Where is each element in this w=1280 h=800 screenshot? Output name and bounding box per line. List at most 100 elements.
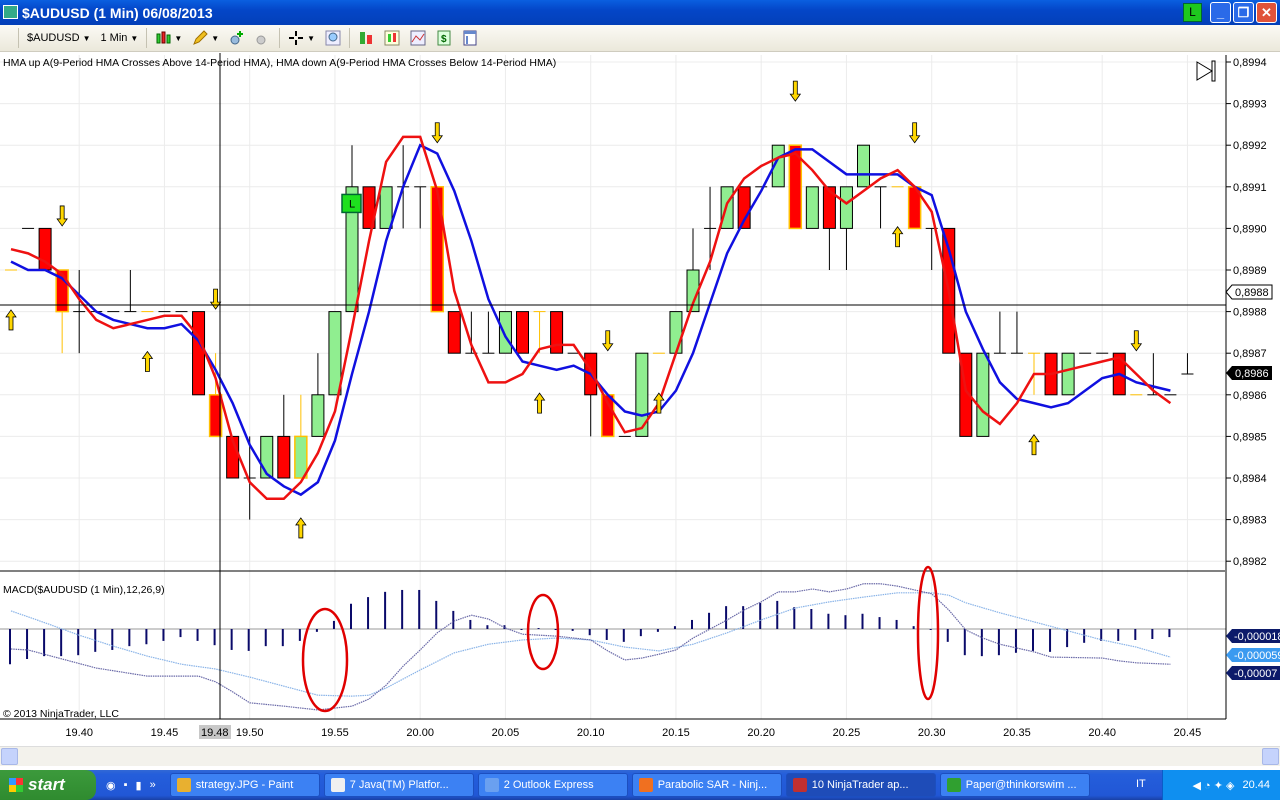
macd-value-box [1226, 648, 1280, 662]
tray-icons[interactable]: ◀ ◔ ✦ ◈ [1192, 779, 1235, 792]
candle-down [550, 311, 564, 354]
candle-up [976, 352, 990, 437]
price-tick-label: 0,8993 [1233, 99, 1267, 111]
crosshair-price-box [1225, 284, 1273, 300]
chevron-down-icon: ▼ [130, 33, 139, 43]
signal-arrows [5, 80, 1143, 539]
time-tick-label: 20.40 [1088, 727, 1116, 739]
scroll-left-button[interactable] [1, 748, 18, 765]
candle-down [788, 144, 803, 230]
crosshair-button[interactable]: ▼ [286, 27, 317, 49]
price-tick-label: 0,8983 [1233, 515, 1267, 527]
magnifier-button[interactable] [323, 27, 343, 49]
system-tray: ◀ ◔ ✦ ◈ 20.44 [1162, 770, 1280, 800]
taskbar-item[interactable]: strategy.JPG - Paint [169, 773, 320, 797]
candle-up [805, 186, 819, 229]
down-arrow-icon [908, 122, 921, 144]
indicators-icon [384, 30, 400, 46]
language-indicator[interactable]: IT [1136, 778, 1146, 790]
indicators-button[interactable] [382, 27, 402, 49]
candle-down [447, 311, 461, 354]
long-entry-marker [341, 193, 362, 214]
candlestick-style-icon [156, 31, 171, 44]
time-tick-label: 20.10 [577, 727, 605, 739]
chevron-down-icon: ▼ [211, 33, 220, 43]
hma-line-9-period [10, 135, 1172, 501]
minimize-icon[interactable]: _ [1210, 2, 1231, 23]
media-icon[interactable]: ▮ [135, 779, 142, 792]
pencil-draw-icon [193, 30, 208, 45]
chart-grid [0, 55, 1225, 719]
entry-marker: L [341, 193, 362, 214]
live-badge[interactable]: L [1183, 3, 1202, 22]
up-arrow-icon [295, 517, 307, 539]
candle-up [294, 435, 308, 479]
zoom-out-button[interactable] [253, 27, 273, 49]
crosshair-price-label: 0,8988 [1235, 287, 1269, 299]
time-tick-label: 20.30 [918, 727, 946, 739]
restore-icon[interactable]: ❐ [1233, 2, 1254, 23]
start-button[interactable]: start [0, 770, 96, 800]
scroll-right-button[interactable] [1262, 748, 1279, 765]
instrument-label: $AUDUSD [27, 32, 80, 44]
taskbar-item[interactable]: 2 Outlook Express [477, 773, 628, 797]
time-tick-label: 19.40 [65, 727, 93, 739]
chart-style-button[interactable]: ▼ [153, 27, 184, 49]
last-price-label: 0,8986 [1235, 368, 1269, 380]
data-box-icon [463, 30, 477, 46]
instrument-selector[interactable]: $AUDUSD ▼ [25, 27, 93, 49]
zoom-in-icon [230, 31, 244, 45]
interval-label: 1 Min [100, 32, 128, 44]
candle-up [328, 311, 342, 396]
interval-selector[interactable]: 1 Min ▼ [99, 27, 141, 49]
scroll-to-end-button[interactable] [1196, 60, 1216, 82]
account-button[interactable]: $ [434, 27, 454, 49]
outlook-icon [484, 778, 499, 792]
taskbar-item[interactable]: Parabolic SAR - Ninj... [631, 773, 782, 797]
java-icon [330, 778, 345, 792]
horizontal-scrollbar[interactable] [0, 746, 1280, 766]
macd-line [10, 583, 1171, 711]
taskbar-item[interactable]: 7 Java(TM) Platfor... [323, 773, 474, 797]
price-tick-label: 0,8987 [1233, 348, 1267, 360]
thinkorswim-icon [946, 778, 961, 792]
firefox-icon [638, 778, 653, 792]
candle-up [857, 144, 870, 188]
macd-panel [0, 583, 1226, 711]
crosshair-icon [289, 31, 304, 45]
taskbar-item[interactable]: Paper@thinkorswim ... [939, 773, 1090, 797]
down-arrow-icon [789, 80, 802, 102]
time-tick-label: 20.00 [406, 727, 434, 739]
time-tick-label: 20.45 [1174, 727, 1202, 739]
up-arrow-icon [141, 350, 154, 372]
drawing-tools-button[interactable]: ▼ [190, 27, 221, 49]
strategies-button[interactable] [356, 27, 376, 49]
window-titlebar: $AUDUSD (1 Min) 06/08/2013 L _ ❐ ✕ [0, 0, 1280, 25]
up-arrow-icon [891, 226, 904, 248]
hma-lines [10, 135, 1172, 501]
taskbar-item-label: Parabolic SAR - Ninj... [657, 779, 768, 791]
zoom-in-button[interactable] [227, 27, 247, 49]
annotation-ellipse [301, 607, 349, 713]
candle-down [277, 435, 291, 479]
chevron-right-icon[interactable]: » [149, 778, 156, 791]
desktop-icon[interactable]: ▪ [123, 778, 128, 791]
candle-down [430, 186, 444, 313]
macd-value-box [1226, 629, 1280, 643]
paint-icon [176, 778, 191, 792]
taskbar-item-label: 2 Outlook Express [503, 779, 594, 791]
time-tick-label: 20.35 [1003, 727, 1031, 739]
taskbar-item-label: strategy.JPG - Paint [195, 779, 294, 791]
close-icon[interactable]: ✕ [1256, 2, 1277, 23]
macd-value-label: -0,000059 [1234, 650, 1280, 662]
price-tick-label: 0,8992 [1233, 140, 1267, 152]
chart-properties-icon [410, 30, 426, 46]
long-entry-label: L [349, 198, 355, 210]
ie-icon[interactable]: ◉ [106, 779, 116, 792]
data-box-button[interactable] [460, 27, 480, 49]
taskbar-item[interactable]: 10 NinjaTrader ap... [785, 773, 936, 797]
time-tick-label: 20.25 [833, 727, 861, 739]
chart-canvas[interactable]: HMA up A(9-Period HMA Crosses Above 14-P… [0, 53, 1280, 745]
zoom-out-icon [256, 35, 266, 45]
chart-properties-button[interactable] [408, 27, 428, 49]
